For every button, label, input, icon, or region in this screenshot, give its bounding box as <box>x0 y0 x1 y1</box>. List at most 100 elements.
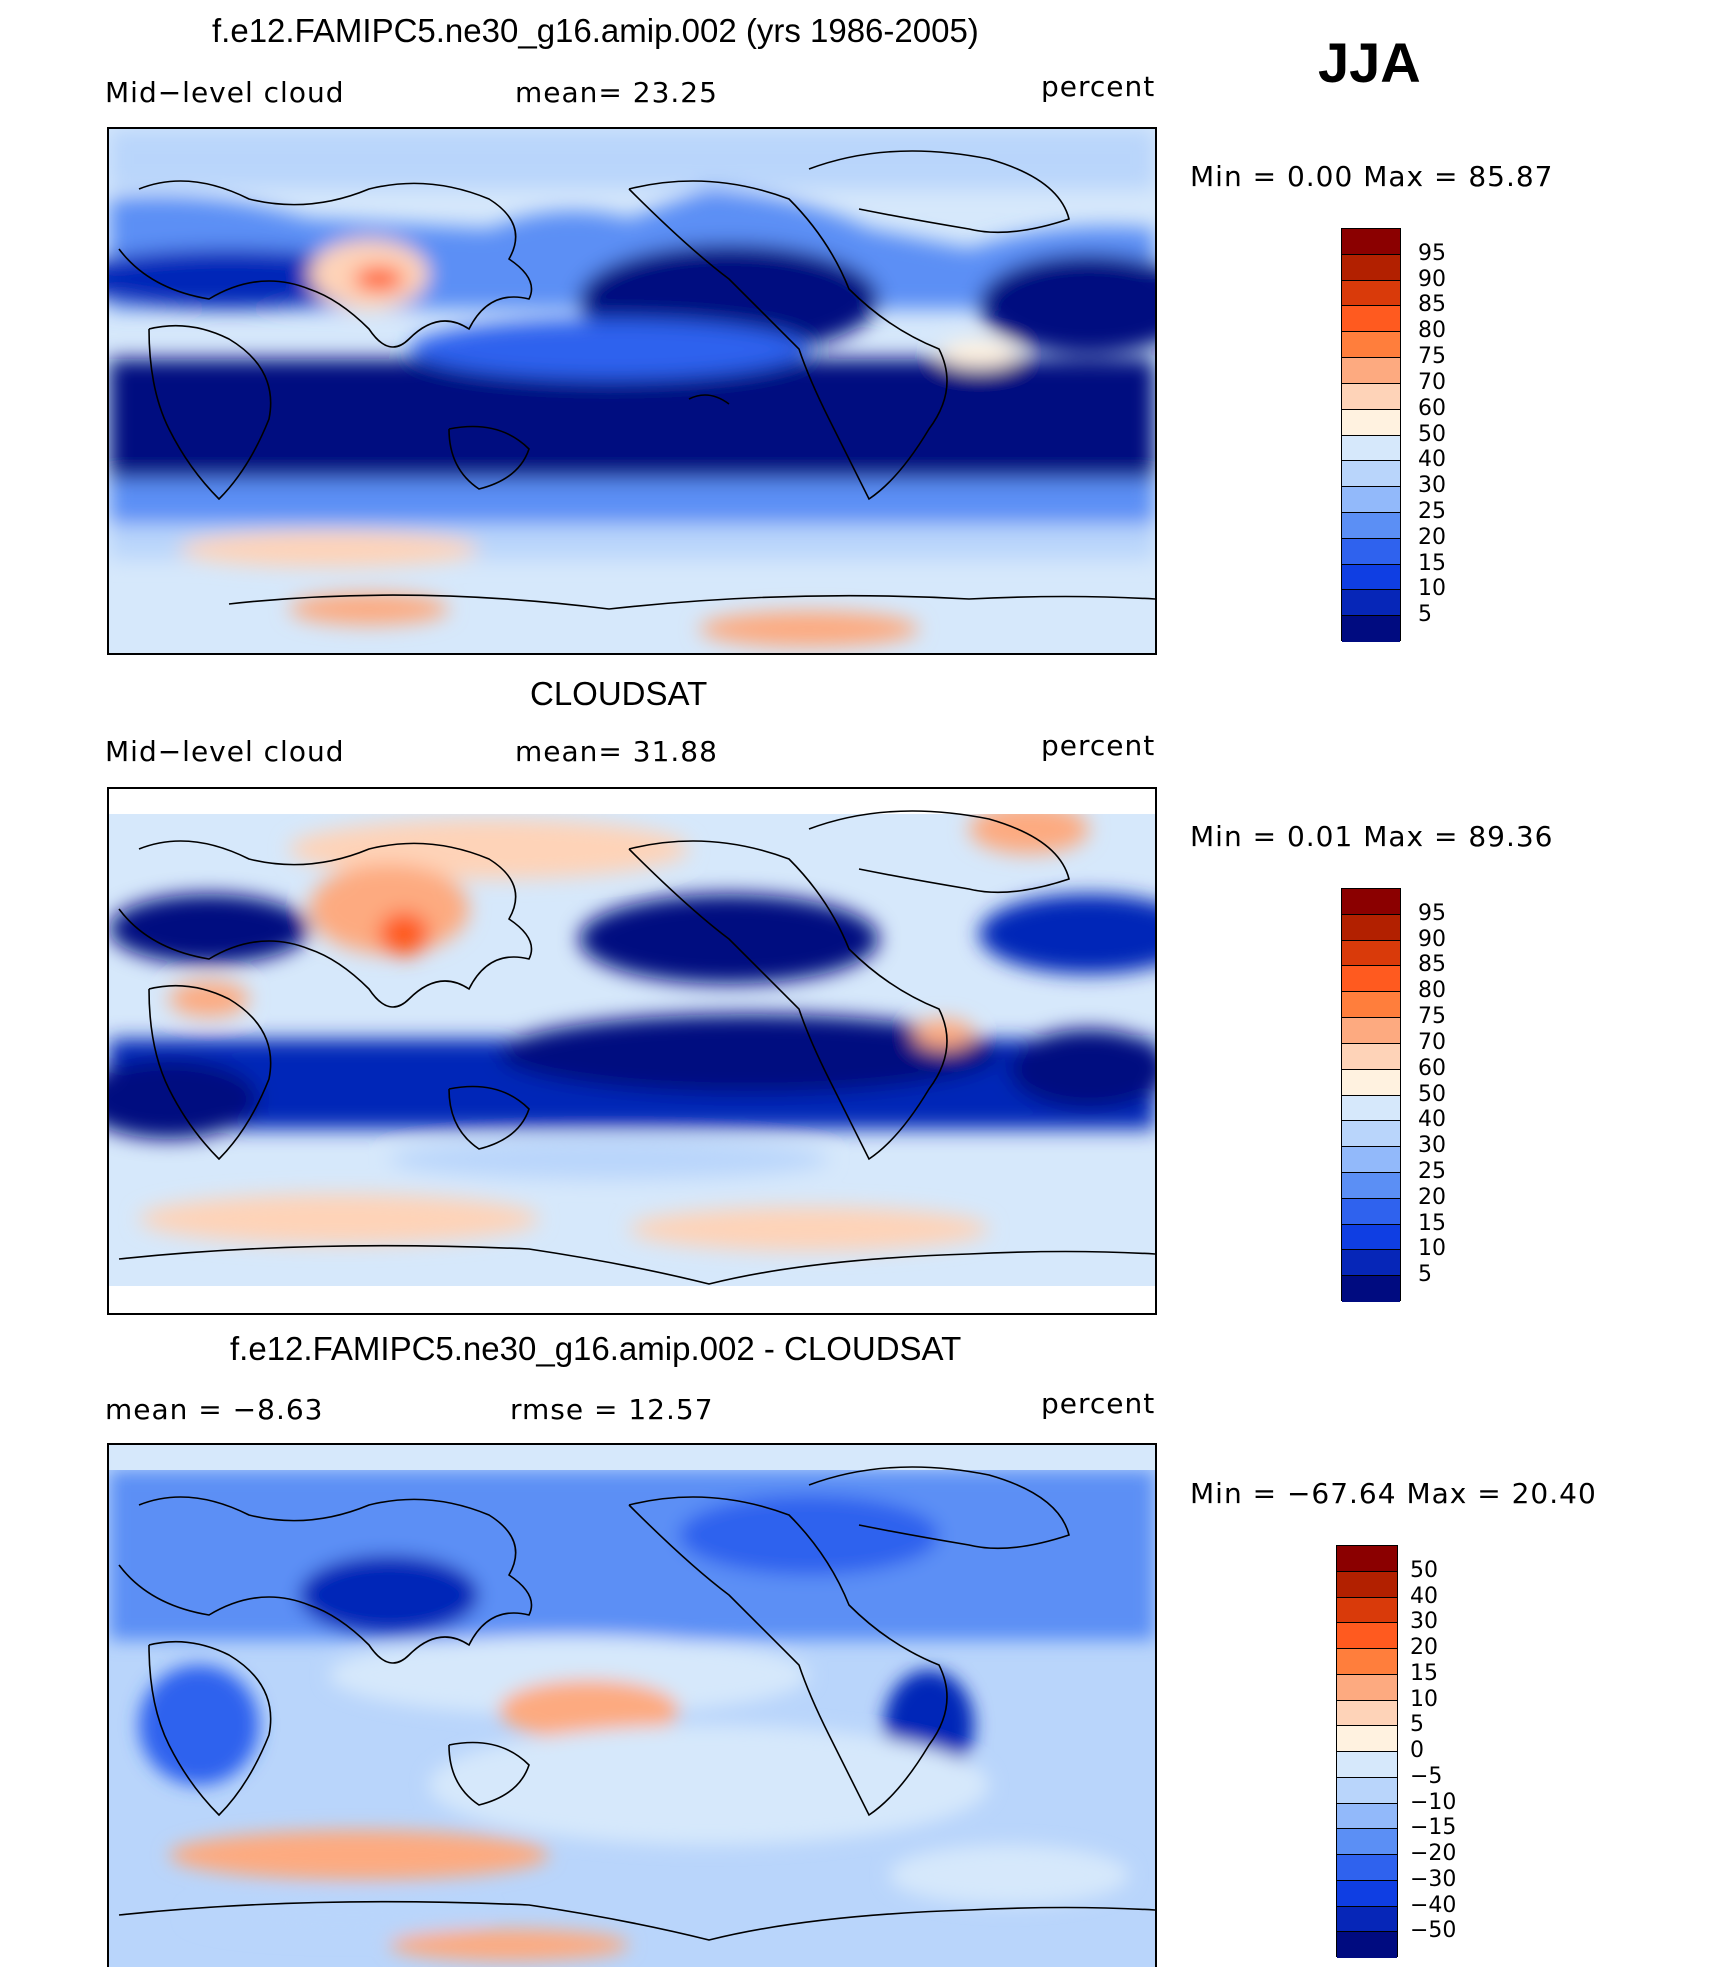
panel2-variable-label: Mid−level cloud <box>105 735 345 768</box>
colorbar-segment <box>1342 1121 1400 1148</box>
panel1-variable-label: Mid−level cloud <box>105 76 345 109</box>
colorbar-tick-label: 85 <box>1418 952 1446 978</box>
colorbar-tick-label: 30 <box>1418 473 1446 499</box>
colorbar-tick-label: 60 <box>1418 1055 1446 1081</box>
panel3-mean-label: mean = −8.63 <box>105 1393 324 1426</box>
colorbar-segment <box>1342 461 1400 488</box>
colorbar-segment <box>1342 409 1400 436</box>
colorbar-tick-label: 70 <box>1418 369 1446 395</box>
colorbar-segment <box>1337 1571 1397 1598</box>
colorbar-tick-label: 40 <box>1418 447 1446 473</box>
colorbar-segment <box>1342 306 1400 333</box>
panel3-units-label: percent <box>1041 1387 1156 1420</box>
colorbar-tick-label: 50 <box>1418 1081 1446 1107</box>
colorbar-segment <box>1342 590 1400 617</box>
panel3-minmax: Min = −67.64 Max = 20.40 <box>1190 1477 1597 1510</box>
colorbar-segment <box>1342 538 1400 565</box>
colorbar-segment <box>1337 1803 1397 1830</box>
panel1-mean-label: mean= 23.25 <box>515 76 718 109</box>
colorbar-segment <box>1342 229 1400 255</box>
panel1-map-field <box>109 129 1155 653</box>
colorbar-segment <box>1342 1095 1400 1122</box>
panel2-title: CLOUDSAT <box>530 675 708 712</box>
panel1-title: f.e12.FAMIPC5.ne30_g16.amip.002 (yrs 198… <box>212 12 979 49</box>
colorbar-segment <box>1337 1880 1397 1907</box>
colorbar-segment <box>1337 1932 1397 1958</box>
colorbar-tick-label: 10 <box>1410 1686 1438 1712</box>
panel3-coastlines <box>118 1466 1155 1941</box>
colorbar-segment <box>1342 1043 1400 1070</box>
colorbar-tick-label: 15 <box>1418 550 1446 576</box>
colorbar-tick-label: 5 <box>1418 1262 1432 1288</box>
colorbar-tick-label: 50 <box>1410 1557 1438 1583</box>
colorbar-segment <box>1342 487 1400 513</box>
colorbar-tick-label: 25 <box>1418 1158 1446 1184</box>
colorbar-tick-label: −15 <box>1410 1815 1457 1841</box>
colorbar-tick-label: 90 <box>1418 266 1446 292</box>
colorbar-segment <box>1342 564 1400 591</box>
colorbar-segment <box>1342 254 1400 281</box>
panel3-colorbar <box>1336 1545 1398 1958</box>
panel1-units-label: percent <box>1041 70 1156 103</box>
colorbar-tick-label: 95 <box>1418 900 1446 926</box>
colorbar-segment <box>1342 358 1400 384</box>
colorbar-segment <box>1337 1829 1397 1855</box>
colorbar-tick-label: 15 <box>1410 1660 1438 1686</box>
panel2-colorbar <box>1341 888 1401 1302</box>
colorbar-segment <box>1337 1726 1397 1752</box>
panel2-units-label: percent <box>1041 729 1156 762</box>
colorbar-segment <box>1342 435 1400 462</box>
colorbar-tick-label: 75 <box>1418 1004 1446 1030</box>
colorbar-segment <box>1342 992 1400 1019</box>
colorbar-segment <box>1342 1018 1400 1044</box>
panel3-rmse-label: rmse = 12.57 <box>510 1393 714 1426</box>
colorbar-segment <box>1337 1777 1397 1804</box>
colorbar-tick-label: 40 <box>1410 1583 1438 1609</box>
panel1-minmax: Min = 0.00 Max = 85.87 <box>1190 160 1554 193</box>
colorbar-segment <box>1342 966 1400 993</box>
colorbar-tick-label: 80 <box>1418 978 1446 1004</box>
panel2-map-field <box>109 810 1155 1286</box>
colorbar-segment <box>1342 616 1400 642</box>
colorbar-segment <box>1342 1069 1400 1096</box>
colorbar-segment <box>1337 1649 1397 1675</box>
colorbar-tick-label: 80 <box>1418 318 1446 344</box>
colorbar-tick-label: 30 <box>1410 1609 1438 1635</box>
colorbar-segment <box>1342 383 1400 410</box>
colorbar-tick-label: −50 <box>1410 1918 1457 1944</box>
panel2-map <box>107 787 1157 1315</box>
colorbar-tick-label: −40 <box>1410 1892 1457 1918</box>
colorbar-segment <box>1342 332 1400 359</box>
colorbar-tick-label: 0 <box>1410 1738 1424 1763</box>
colorbar-tick-label: −10 <box>1410 1789 1457 1815</box>
colorbar-tick-label: 30 <box>1418 1133 1446 1159</box>
panel2-mean-label: mean= 31.88 <box>515 735 718 768</box>
colorbar-segment <box>1337 1906 1397 1933</box>
colorbar-segment <box>1342 1224 1400 1251</box>
colorbar-tick-label: 20 <box>1418 524 1446 550</box>
colorbar-tick-label: 50 <box>1418 421 1446 447</box>
panel3-map-field <box>109 1466 1155 1967</box>
colorbar-segment <box>1337 1855 1397 1881</box>
colorbar-tick-label: 10 <box>1418 576 1446 602</box>
season-label: JJA <box>1318 31 1421 94</box>
colorbar-segment <box>1342 889 1400 915</box>
colorbar-segment <box>1337 1546 1397 1572</box>
panel1-coastlines <box>118 150 1155 610</box>
colorbar-segment <box>1342 1198 1400 1225</box>
colorbar-segment <box>1337 1700 1397 1727</box>
colorbar-segment <box>1337 1597 1397 1624</box>
colorbar-tick-label: 15 <box>1418 1210 1446 1236</box>
colorbar-segment <box>1342 512 1400 539</box>
colorbar-tick-label: 10 <box>1418 1236 1446 1262</box>
colorbar-tick-label: −30 <box>1410 1866 1457 1892</box>
panel1-colorbar <box>1341 228 1401 642</box>
colorbar-segment <box>1337 1674 1397 1701</box>
colorbar-tick-label: 85 <box>1418 292 1446 318</box>
colorbar-tick-label: 20 <box>1418 1184 1446 1210</box>
colorbar-tick-label: 5 <box>1410 1712 1424 1738</box>
colorbar-segment <box>1342 914 1400 941</box>
colorbar-segment <box>1342 1276 1400 1302</box>
panel1-map <box>107 127 1157 655</box>
colorbar-segment <box>1337 1623 1397 1649</box>
